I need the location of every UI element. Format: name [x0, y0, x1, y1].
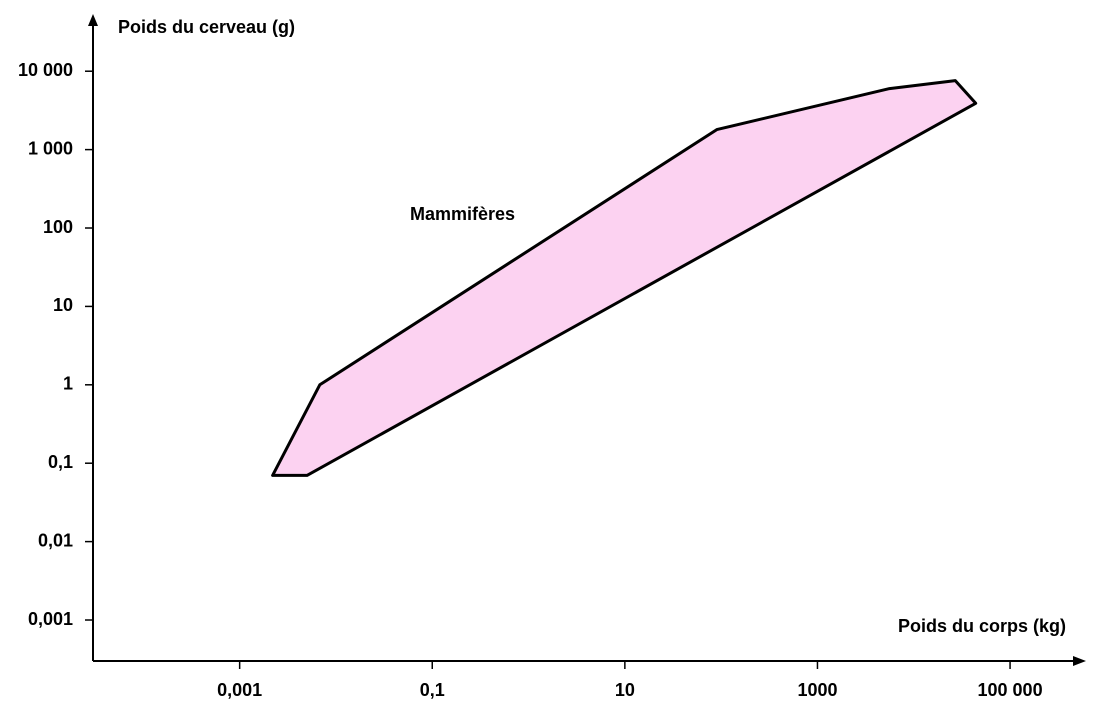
y-tick-label: 0,001 — [28, 609, 73, 629]
y-tick-label: 1 — [63, 374, 73, 394]
y-tick-label: 0,1 — [48, 452, 73, 472]
y-tick-label: 100 — [43, 217, 73, 237]
x-tick-label: 0,001 — [217, 680, 262, 700]
x-tick-label: 100 000 — [978, 680, 1043, 700]
x-tick-label: 1000 — [797, 680, 837, 700]
y-axis-arrow — [88, 14, 98, 26]
x-tick-label: 10 — [615, 680, 635, 700]
y-tick-label: 1 000 — [28, 138, 73, 158]
y-tick-label: 10 000 — [18, 60, 73, 80]
region-label: Mammifères — [410, 204, 515, 224]
x-axis-arrow — [1073, 656, 1086, 666]
y-axis-title: Poids du cerveau (g) — [118, 17, 295, 37]
x-tick-label: 0,1 — [420, 680, 445, 700]
y-tick-label: 0,01 — [38, 530, 73, 550]
region — [271, 79, 978, 477]
y-tick-label: 10 — [53, 295, 73, 315]
x-axis-title: Poids du corps (kg) — [898, 616, 1066, 636]
